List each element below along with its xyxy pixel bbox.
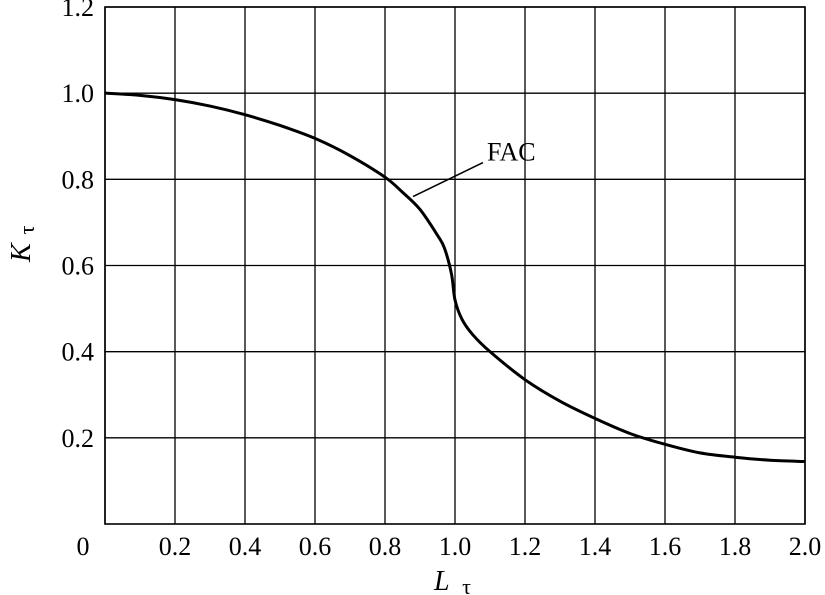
y-axis-title-sub: τ [14, 225, 39, 234]
x-axis-title-sub: τ [462, 574, 471, 595]
x-tick-label-5: 1.0 [439, 532, 472, 561]
y-axis-title: K τ [6, 225, 39, 263]
annotation-fac: FAC [487, 138, 536, 167]
plot-frame [104, 6, 806, 525]
x-tick-label-10: 2.0 [789, 532, 822, 561]
x-tick-label-9: 1.8 [719, 532, 752, 561]
y-tick-labels: 0.2 0.4 0.6 0.8 1.0 1.2 [62, 0, 95, 453]
x-tick-label-4: 0.8 [369, 532, 402, 561]
x-tick-label-1: 0.2 [159, 532, 192, 561]
x-tick-labels: 0 0.2 0.4 0.6 0.8 1.0 1.2 1.4 1.6 1.8 2.0 [77, 532, 822, 561]
grid [104, 6, 806, 524]
y-tick-label-1: 0.4 [62, 338, 95, 367]
y-axis-title-main: K [6, 242, 37, 263]
x-tick-label-6: 1.2 [509, 532, 542, 561]
x-tick-label-7: 1.4 [579, 532, 612, 561]
x-tick-label-2: 0.4 [229, 532, 262, 561]
x-tick-label-8: 1.6 [649, 532, 682, 561]
y-tick-label-5: 1.2 [62, 0, 95, 22]
series-line-fac [104, 91, 806, 464]
x-axis-title-main: L [433, 566, 449, 595]
y-tick-label-3: 0.8 [62, 165, 95, 194]
x-tick-label-3: 0.6 [299, 532, 332, 561]
y-tick-label-4: 1.0 [62, 79, 95, 108]
annotation-leader-line [412, 161, 484, 198]
x-axis-title: L τ [433, 566, 471, 595]
y-tick-label-2: 0.6 [62, 252, 95, 281]
x-tick-label-0: 0 [77, 532, 90, 561]
y-tick-label-0: 0.2 [62, 424, 95, 453]
